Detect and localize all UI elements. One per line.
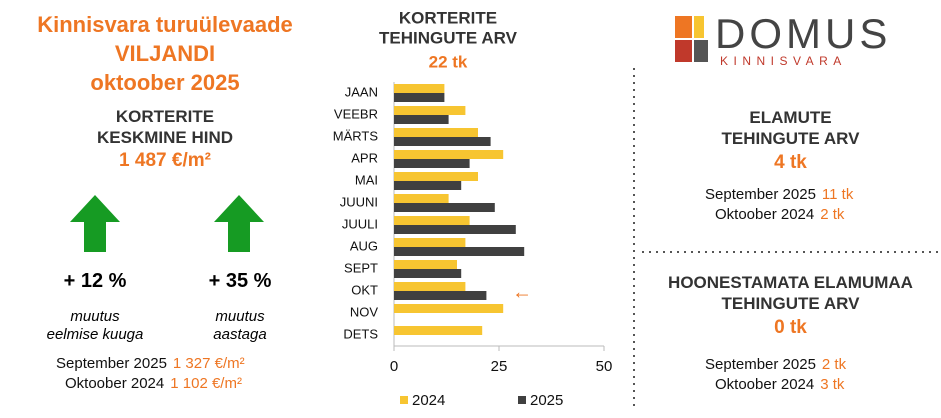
change-label: muutus eelmise kuuga (35, 308, 155, 344)
bar (394, 115, 449, 124)
comparison: September 2025 11 tk (705, 186, 853, 203)
y-tick-label: SEPT (344, 260, 378, 275)
bar (394, 203, 495, 212)
y-tick-label: AUG (350, 238, 378, 253)
legend-label: 2025 (530, 392, 563, 409)
label: Oktoober 2024 (715, 376, 815, 393)
text: ELAMUTE (749, 108, 832, 127)
logo-sub: KINNISVARA (720, 54, 847, 68)
label: September 2025 (705, 356, 816, 373)
label: September 2025 (56, 355, 167, 372)
bar (394, 260, 457, 269)
bar (394, 137, 491, 146)
chart-subtitle: 22 tk (429, 52, 468, 71)
bar (394, 172, 478, 181)
text: muutus (215, 308, 265, 325)
land-title: HOONESTAMATA ELAMUMAA TEHINGUTE ARV (640, 272, 941, 314)
text: KORTERITE (115, 107, 215, 126)
y-tick-label: JUULI (342, 216, 378, 231)
logo-mark (675, 16, 692, 38)
price-value: 1 487 €/m² (119, 150, 211, 171)
text: TEHINGUTE ARV (721, 294, 860, 313)
legend-swatch (518, 396, 526, 404)
value: 2 tk (821, 356, 847, 373)
land-value: 0 tk (774, 317, 807, 338)
label: September 2025 (705, 186, 816, 203)
bar (394, 194, 449, 203)
text: aastaga (213, 326, 267, 343)
houses-value: 4 tk (774, 152, 807, 173)
bar (394, 225, 516, 234)
text: muutus (70, 308, 120, 325)
value: 2 tk (820, 206, 845, 223)
label: Oktoober 2024 (65, 375, 165, 392)
value: 11 tk (821, 186, 854, 203)
label: Oktoober 2024 (715, 206, 815, 223)
comparison: Oktoober 2024 2 tk (715, 206, 844, 223)
value: 1 102 €/m² (170, 375, 242, 392)
bar (394, 247, 525, 256)
title: Kinnisvara turuülevaade VILJANDI oktoobe… (0, 10, 330, 97)
text: eelmise kuuga (46, 326, 144, 343)
chart-title: TEHINGUTE ARV (379, 28, 518, 47)
x-tick-label: 25 (491, 358, 508, 375)
logo-mark (694, 40, 708, 62)
y-tick-label: APR (351, 150, 378, 165)
logo-name: DOMUS (715, 10, 892, 57)
logo-mark (675, 40, 692, 62)
bar (394, 269, 462, 278)
text: TEHINGUTE ARV (721, 129, 860, 148)
up-arrow (70, 195, 120, 252)
bar (394, 282, 466, 291)
value: 1 327 €/m² (172, 355, 245, 372)
y-tick-label: MAI (355, 172, 378, 187)
bar (394, 93, 445, 102)
legend-swatch (400, 396, 408, 404)
value: 3 tk (820, 376, 845, 393)
legend-label: 2024 (412, 392, 445, 409)
y-tick-label: JUUNI (340, 194, 378, 209)
bar (394, 216, 470, 225)
bar (394, 128, 478, 137)
comparison: September 2025 2 tk (705, 356, 846, 373)
bar (394, 150, 504, 159)
comparison: Oktoober 2024 3 tk (715, 376, 844, 393)
y-tick-label: DETS (343, 326, 378, 341)
chart-title: KORTERITE (399, 8, 497, 27)
change-value: + 12 % (63, 270, 127, 292)
text: HOONESTAMATA ELAMUMAA (668, 273, 913, 292)
bar (394, 84, 445, 93)
houses-title: ELAMUTE TEHINGUTE ARV (640, 107, 941, 149)
change-value: + 35 % (208, 270, 272, 292)
x-tick-label: 50 (596, 358, 613, 375)
comparison: September 2025 1 327 €/m² (56, 355, 245, 372)
title-line: Kinnisvara turuülevaade (37, 12, 293, 37)
bar (394, 238, 466, 247)
y-tick-label: VEEBR (334, 106, 378, 121)
bar (394, 159, 470, 168)
y-tick-label: NOV (350, 304, 379, 319)
text: KESKMINE HIND (96, 128, 233, 147)
title-line: oktoober 2025 (90, 70, 240, 95)
price-title: KORTERITE KESKMINE HIND (0, 106, 330, 148)
annotation: ← (512, 281, 532, 303)
bar (394, 326, 483, 335)
comparison: Oktoober 2024 1 102 €/m² (65, 375, 242, 392)
title-line: VILJANDI (114, 41, 216, 66)
y-tick-label: JAAN (345, 84, 378, 99)
logo-mark (694, 16, 704, 38)
y-tick-label: OKT (351, 282, 378, 297)
bar (394, 181, 462, 190)
arrows (70, 195, 264, 252)
bar (394, 291, 487, 300)
x-tick-label: 0 (390, 358, 398, 375)
change-label: muutus aastaga (180, 308, 300, 344)
y-tick-label: MÄRTS (333, 128, 379, 143)
bar (394, 106, 466, 115)
bar (394, 304, 504, 313)
up-arrow (214, 195, 264, 252)
